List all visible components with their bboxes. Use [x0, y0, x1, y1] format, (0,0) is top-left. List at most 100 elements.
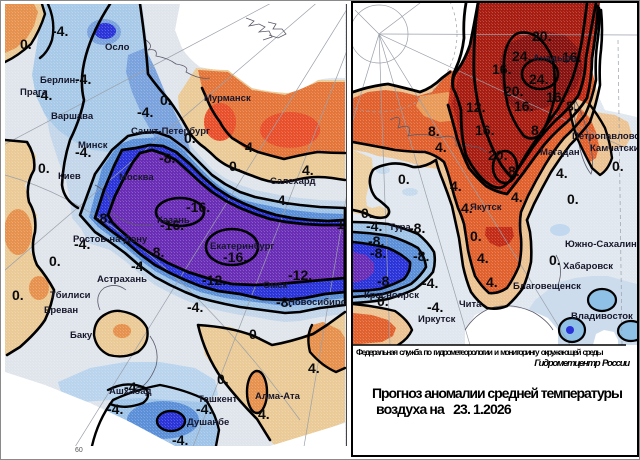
svg-text:-4.: -4. — [52, 23, 68, 39]
svg-text:8.: 8. — [566, 98, 578, 114]
svg-text:0.: 0. — [249, 326, 261, 342]
svg-text:-8.: -8. — [276, 294, 292, 310]
svg-text:0.: 0. — [549, 252, 561, 268]
svg-text:Тура: Тура — [389, 222, 411, 233]
svg-text:-4.: -4. — [131, 258, 147, 274]
svg-text:Прага: Прага — [20, 87, 48, 98]
svg-text:4.: 4. — [556, 165, 568, 181]
svg-text:-4.: -4. — [75, 144, 91, 160]
svg-text:-4.: -4. — [422, 275, 438, 291]
svg-text:8.: 8. — [428, 123, 440, 139]
svg-text:-8.: -8. — [95, 210, 111, 226]
svg-text:20.: 20. — [504, 83, 523, 99]
svg-text:Салехард: Салехард — [270, 176, 316, 187]
svg-text:24.: 24. — [529, 71, 548, 87]
svg-text:0.: 0. — [38, 160, 50, 176]
svg-text:Киев: Киев — [58, 171, 81, 182]
svg-text:Владивосток: Владивосток — [571, 311, 633, 322]
svg-text:Иркутск: Иркутск — [418, 314, 456, 325]
svg-text:-8.: -8. — [159, 150, 175, 166]
svg-text:0.: 0. — [184, 130, 196, 146]
svg-text:Душанбе: Душанбе — [187, 417, 229, 428]
svg-text:Тбилиси: Тбилиси — [50, 290, 91, 301]
svg-text:0.: 0. — [49, 253, 61, 269]
svg-text:Мурманск: Мурманск — [204, 93, 251, 104]
svg-text:24.: 24. — [512, 48, 531, 64]
svg-text:0.: 0. — [217, 371, 229, 387]
svg-text:Чита: Чита — [459, 299, 482, 310]
svg-text:Якутск: Якутск — [470, 202, 502, 213]
svg-text:-16.: -16. — [160, 217, 184, 233]
svg-text:20.: 20. — [488, 147, 507, 163]
svg-text:-4.: -4. — [196, 401, 212, 417]
svg-text:Алма-Ата: Алма-Ата — [255, 391, 301, 402]
svg-text:4.: 4. — [461, 200, 473, 216]
svg-text:0.: 0. — [470, 228, 482, 244]
svg-text:-4.: -4. — [187, 299, 203, 315]
svg-text:0.: 0. — [229, 158, 241, 174]
svg-text:Екатеринбург: Екатеринбург — [210, 241, 274, 252]
svg-text:-16.: -16. — [223, 249, 247, 265]
svg-text:-4.: -4. — [107, 401, 123, 417]
svg-text:Минск: Минск — [78, 140, 108, 151]
svg-text:-8.: -8. — [377, 273, 393, 289]
svg-text:0.: 0. — [398, 171, 410, 187]
svg-text:Магадан: Магадан — [540, 147, 580, 158]
svg-text:0.: 0. — [612, 158, 624, 174]
svg-text:Омск: Омск — [263, 280, 288, 291]
svg-text:-4.: -4. — [172, 432, 188, 448]
svg-text:Ашхабад: Ашхабад — [109, 386, 152, 397]
svg-text:Южно-Сахалинск: Южно-Сахалинск — [565, 239, 640, 250]
svg-text:Гидрометцентр России: Гидрометцентр России — [534, 358, 630, 369]
svg-text:4.: 4. — [435, 139, 447, 155]
svg-text:4.: 4. — [258, 406, 270, 422]
svg-text:-8.: -8. — [409, 220, 425, 236]
svg-text:Баку: Баку — [70, 330, 93, 341]
svg-text:Благовещенск: Благовещенск — [513, 281, 581, 292]
svg-text:16.: 16. — [546, 89, 565, 105]
svg-text:16.: 16. — [475, 122, 494, 138]
svg-text:Камчатский: Камчатский — [590, 143, 640, 154]
svg-text:0.: 0. — [12, 287, 24, 303]
svg-text:Петропавловск: Петропавловск — [572, 131, 640, 142]
svg-text:-12.: -12. — [202, 272, 226, 288]
svg-text:4.: 4. — [302, 162, 314, 178]
svg-text:-8.: -8. — [148, 244, 164, 260]
svg-text:-4.: -4. — [36, 87, 52, 103]
svg-text:Новосибирск: Новосибирск — [288, 297, 351, 308]
svg-text:16.: 16. — [514, 98, 533, 114]
svg-text:-4.: -4. — [366, 218, 382, 234]
svg-text:16.: 16. — [492, 61, 511, 77]
svg-text:0.: 0. — [160, 92, 172, 108]
svg-text:Казань: Казань — [157, 215, 190, 226]
svg-text:Ростов-на-Дону: Ростов-на-Дону — [73, 234, 148, 245]
svg-text:0.: 0. — [567, 191, 579, 207]
svg-text:4.: 4. — [477, 250, 489, 266]
svg-text:-4.: -4. — [427, 299, 443, 315]
svg-text:4.: 4. — [486, 274, 498, 290]
svg-text:-12.: -12. — [332, 216, 356, 232]
svg-text:8.: 8. — [531, 122, 543, 138]
svg-text:Анадырь: Анадырь — [533, 53, 577, 64]
svg-text:0.: 0. — [20, 36, 32, 52]
svg-text:Ереван: Ереван — [44, 305, 78, 316]
svg-text:4.: 4. — [511, 189, 523, 205]
svg-text:-4.: -4. — [75, 71, 91, 87]
svg-text:Берлин.: Берлин. — [40, 75, 78, 86]
svg-text:Хабаровск: Хабаровск — [563, 261, 613, 272]
svg-text:-4.: -4. — [137, 104, 153, 120]
svg-text:-8.: -8. — [370, 245, 386, 261]
svg-text:Прогноз аномалии средней темпе: Прогноз аномалии средней температуры — [372, 385, 622, 401]
svg-text:воздуха на 23. 1.2026: воздуха на 23. 1.2026 — [376, 401, 512, 417]
svg-text:4.: 4. — [450, 178, 462, 194]
svg-text:Федеральная служба по гидромет: Федеральная служба по гидрометеорологии … — [356, 347, 604, 357]
svg-text:4.: 4. — [308, 360, 320, 376]
svg-text:-16.: -16. — [186, 199, 210, 215]
svg-text:Москва: Москва — [119, 172, 154, 183]
svg-text:16.: 16. — [562, 49, 581, 65]
svg-text:Красноярск: Красноярск — [364, 290, 419, 301]
svg-text:-8.: -8. — [413, 248, 429, 264]
svg-text:Осло: Осло — [105, 42, 130, 53]
svg-text:20.: 20. — [532, 28, 551, 44]
svg-text:12.: 12. — [466, 99, 485, 115]
